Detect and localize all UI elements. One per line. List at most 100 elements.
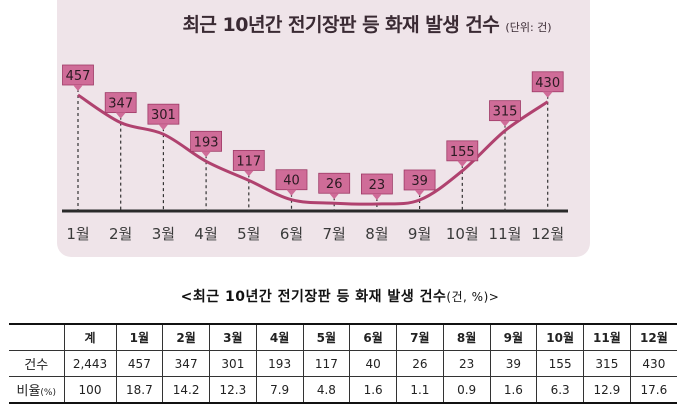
row-label-unit: (%) <box>40 388 56 398</box>
x-tick-label: 3월 <box>152 225 175 243</box>
header-cell: 3월 <box>209 323 257 351</box>
x-tick-label: 10월 <box>446 225 479 243</box>
header-cell: 9월 <box>489 323 538 351</box>
x-tick-label: 9월 <box>408 225 431 243</box>
data-label-pointer <box>542 91 553 98</box>
header-cell: 7월 <box>396 323 444 351</box>
x-tick-label: 8월 <box>365 225 388 243</box>
table-cell: 315 <box>583 350 631 377</box>
data-label: 193 <box>190 130 223 158</box>
table-cell: 1.6 <box>489 376 538 404</box>
header-cell: 12월 <box>629 323 677 351</box>
data-label: 117 <box>232 149 265 177</box>
table-cell: 1.6 <box>349 376 397 404</box>
header-cell: 8월 <box>442 323 491 351</box>
data-label: 23 <box>360 173 393 200</box>
chart-title-text: 최근 10년간 전기장판 등 화재 발생 건수 <box>182 14 500 36</box>
table-cell: 12.3 <box>209 376 257 404</box>
chart-unit: (단위: 건) <box>505 21 552 34</box>
header-cell: 1월 <box>115 323 164 351</box>
x-tick-label: 2월 <box>109 225 132 243</box>
data-label-text: 301 <box>151 108 176 123</box>
table-cell: 4.8 <box>302 376 351 404</box>
header-cell: 4월 <box>255 323 304 351</box>
data-label-text: 39 <box>411 174 428 189</box>
row-label: 비율(%) <box>9 376 65 404</box>
table-unit: (건, %)> <box>446 290 500 304</box>
table-cell: 155 <box>536 350 584 377</box>
row-label: 건수 <box>9 350 65 377</box>
header-cell: 계 <box>63 323 117 351</box>
header-cell: 5월 <box>302 323 351 351</box>
data-label-pointer <box>329 193 340 200</box>
data-label: 457 <box>62 64 94 91</box>
header-cell: 10월 <box>536 323 584 351</box>
table-cell: 347 <box>162 350 210 377</box>
table-cell: 2,443 <box>63 350 117 377</box>
data-label-text: 193 <box>194 135 219 150</box>
table-cell: 39 <box>489 350 538 377</box>
table-cell: 117 <box>302 350 351 377</box>
data-label-pointer <box>73 85 83 91</box>
table-row: 건수 2,443 457 347 301 193 117 40 26 23 39 155 315 430 <box>9 350 677 377</box>
table-cell: 301 <box>209 350 257 377</box>
table-cell: 12.9 <box>583 376 631 404</box>
data-label-pointer <box>414 189 425 196</box>
data-label-pointer <box>371 194 382 200</box>
table-cell: 7.9 <box>255 376 304 404</box>
chart-title: 최근 10년간 전기장판 등 화재 발생 건수 (단위: 건) <box>62 10 672 37</box>
table-row: 비율(%) 100 18.7 14.2 12.3 7.9 4.8 1.6 1.1 0.9 1.6 6.… <box>9 376 677 404</box>
data-label-text: 23 <box>369 178 386 193</box>
line-chart: 457 347 301 193 117 40 26 23 39 155 315 430 1월 2월 3월 4월… <box>62 64 568 243</box>
x-tick-label: 6월 <box>280 225 303 243</box>
x-tick-label: 12월 <box>531 225 564 243</box>
table-cell: 457 <box>115 350 164 377</box>
header-corner-cell <box>9 323 65 351</box>
data-table: 계 1월 2월 3월 4월 5월 6월 7월 8월 9월 10월 11월 12월 건수 2,443 457 3… <box>9 323 677 404</box>
data-label: 315 <box>489 100 521 127</box>
data-label-text: 26 <box>326 177 343 192</box>
table-cell: 18.7 <box>115 376 164 404</box>
data-label-pointer <box>201 151 212 158</box>
x-tick-label: 5월 <box>237 225 260 243</box>
table-cell: 17.6 <box>629 376 677 404</box>
data-label-pointer <box>158 124 169 131</box>
x-tick-label: 1월 <box>66 225 89 243</box>
header-cell: 6월 <box>349 323 397 351</box>
data-label: 430 <box>531 71 564 98</box>
data-label-text: 430 <box>535 76 560 91</box>
table-cell: 100 <box>63 376 117 404</box>
series-line <box>77 93 549 206</box>
table-cell: 40 <box>349 350 397 377</box>
data-label-pointer <box>457 160 468 167</box>
table-cell: 26 <box>396 350 444 377</box>
table-caption: <최근 10년간 전기장판 등 화재 발생 건수(건, %)> <box>0 286 680 306</box>
table-title: <최근 10년간 전기장판 등 화재 발생 건수 <box>180 289 447 305</box>
data-label-text: 347 <box>108 97 133 112</box>
data-label-text: 457 <box>66 69 91 84</box>
data-label-pointer <box>115 112 126 119</box>
table-cell: 0.9 <box>442 376 491 404</box>
data-label: 301 <box>147 103 180 131</box>
x-tick-label: 4월 <box>194 225 217 243</box>
data-label: 155 <box>446 140 479 167</box>
data-label-text: 315 <box>493 105 518 120</box>
table-cell: 23 <box>442 350 491 377</box>
data-label-pointer <box>500 120 510 127</box>
header-cell: 2월 <box>162 323 210 351</box>
header-cell: 11월 <box>583 323 631 351</box>
x-tick-label: 7월 <box>323 225 346 243</box>
data-label-text: 155 <box>450 145 475 160</box>
table-cell: 6.3 <box>536 376 584 404</box>
data-label: 347 <box>104 92 137 119</box>
table-cell: 193 <box>255 350 304 377</box>
data-label: 40 <box>275 169 308 196</box>
table-header-row: 계 1월 2월 3월 4월 5월 6월 7월 8월 9월 10월 11월 12월 <box>9 323 677 351</box>
data-label-text: 40 <box>283 174 300 189</box>
table-cell: 1.1 <box>396 376 444 404</box>
data-label-text: 117 <box>236 154 261 169</box>
table-cell: 14.2 <box>162 376 210 404</box>
data-label: 39 <box>403 169 436 196</box>
x-tick-label: 11월 <box>489 225 522 243</box>
data-label: 26 <box>318 172 351 200</box>
